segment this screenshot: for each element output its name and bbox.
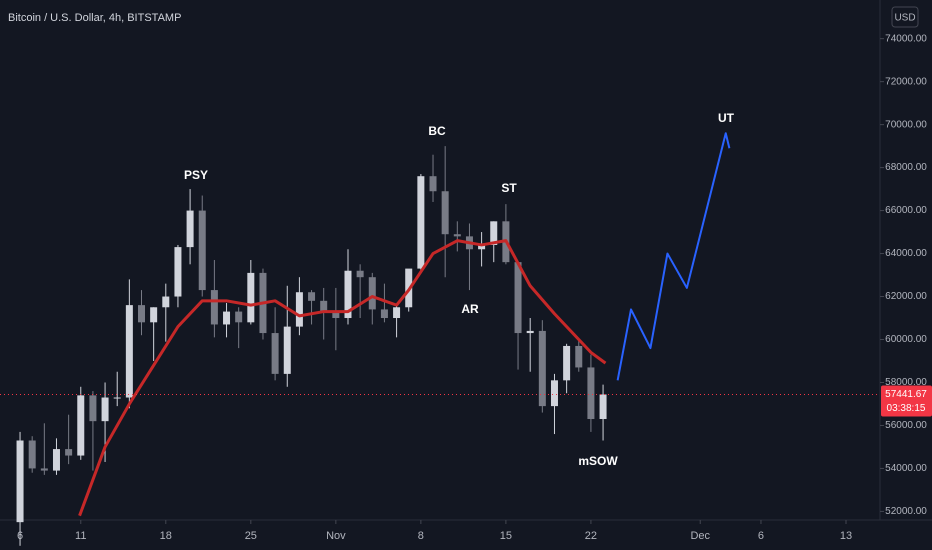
- candle-body: [478, 244, 486, 250]
- y-tick-label: 64000.00: [885, 248, 927, 259]
- candle-body: [575, 345, 583, 368]
- candle-body: [356, 270, 364, 278]
- candle-body: [113, 397, 121, 399]
- candle-body: [393, 307, 401, 319]
- candle-body: [538, 330, 546, 407]
- y-tick-label: 56000.00: [885, 420, 927, 431]
- candle-body: [453, 234, 461, 237]
- y-tick-label: 66000.00: [885, 205, 927, 216]
- y-tick-label: 54000.00: [885, 463, 927, 474]
- annotation: AR: [461, 302, 479, 316]
- candle-body: [174, 247, 182, 297]
- currency: USD: [894, 13, 915, 24]
- annotation: mSOW: [578, 454, 618, 468]
- candle-body: [429, 176, 437, 192]
- currency-box: [891, 6, 919, 28]
- candle-body: [125, 305, 133, 398]
- y-tick-label: 60000.00: [885, 334, 927, 345]
- candle-body: [16, 440, 24, 523]
- candle-body: [235, 311, 243, 323]
- y-tick-label: 74000.00: [885, 33, 927, 44]
- candle-body: [332, 311, 340, 319]
- y-tick-label: 70000.00: [885, 119, 927, 130]
- candle-body: [40, 468, 48, 471]
- candle-body: [101, 397, 109, 422]
- candle-body: [162, 296, 170, 308]
- candle-body: [28, 440, 36, 469]
- x-tick-label: 6: [758, 530, 764, 542]
- line: [78, 239, 607, 517]
- candle-body: [308, 292, 316, 301]
- candle-body: [89, 395, 97, 422]
- countdown: 03:38:15: [887, 403, 926, 414]
- annotation: PSY: [184, 168, 208, 182]
- x-tick-label: 15: [500, 530, 512, 542]
- candle-body: [210, 290, 218, 325]
- x-tick-label: 13: [840, 530, 852, 542]
- candle-body: [587, 367, 595, 420]
- y-tick-label: 52000.00: [885, 506, 927, 517]
- candle-body: [514, 262, 522, 334]
- x-tick-label: 18: [160, 530, 172, 542]
- candle-body: [599, 394, 607, 420]
- candle-body: [441, 191, 449, 235]
- candle-body: [247, 272, 255, 323]
- candle-body: [295, 292, 303, 327]
- y-tick-label: 58000.00: [885, 377, 927, 388]
- candle-body: [490, 221, 498, 245]
- candle-body: [150, 307, 158, 323]
- candle-body: [138, 305, 146, 323]
- candle-body: [52, 449, 60, 471]
- x-tick-label: Nov: [326, 530, 346, 542]
- annotation: ST: [501, 181, 517, 195]
- y-tick-label: 68000.00: [885, 162, 927, 173]
- candle-body: [65, 449, 73, 456]
- candle-body: [368, 277, 376, 310]
- x-tick-label: 8: [418, 530, 424, 542]
- x-tick-label: 11: [75, 530, 86, 542]
- candle-body: [198, 210, 206, 291]
- candle-body: [283, 326, 291, 374]
- y-tick-label: 62000.00: [885, 291, 927, 302]
- candle-body: [344, 270, 352, 319]
- candle-body: [271, 333, 279, 374]
- candle-body: [223, 311, 231, 325]
- candle-body: [186, 210, 194, 248]
- candle-body: [526, 330, 534, 334]
- x-tick-label: Dec: [690, 530, 710, 542]
- line: [616, 132, 731, 381]
- chart-title: Bitcoin / U.S. Dollar, 4h, BITSTAMP: [8, 12, 181, 24]
- annotation: UT: [718, 111, 735, 125]
- candle-body: [563, 345, 571, 381]
- x-tick-label: 22: [585, 530, 597, 542]
- candle-body: [380, 309, 388, 319]
- candle-body: [550, 380, 558, 407]
- x-tick-label: 25: [245, 530, 257, 542]
- price-label: 57441.67: [885, 389, 927, 400]
- annotation: BC: [428, 124, 446, 138]
- price-label-box: [881, 385, 932, 417]
- candle-body: [417, 176, 425, 269]
- y-tick-label: 72000.00: [885, 76, 927, 87]
- candle-body: [320, 300, 328, 312]
- candle-body: [77, 395, 85, 456]
